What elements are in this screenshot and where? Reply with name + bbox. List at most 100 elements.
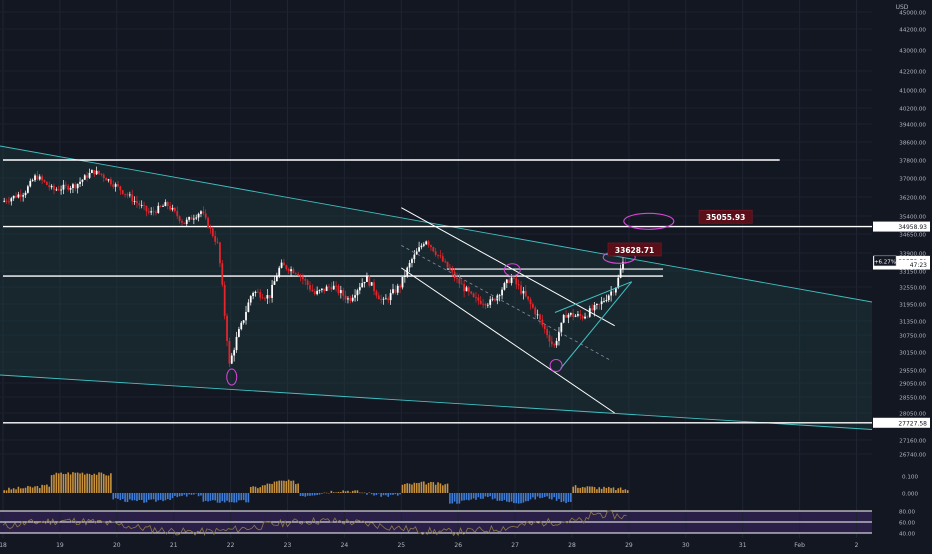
annotation-label: 35055.93 xyxy=(706,213,745,222)
macd-bar xyxy=(273,481,276,493)
candle-body xyxy=(531,304,534,308)
macd-bar xyxy=(560,493,563,503)
macd-bar xyxy=(190,493,193,495)
macd-bar xyxy=(354,490,356,493)
channel-fill xyxy=(0,146,872,430)
candle-body xyxy=(93,170,96,175)
candle-body xyxy=(577,314,579,316)
macd-bar xyxy=(81,472,84,493)
price-tick-label: 33150.00 xyxy=(899,270,926,276)
candle-body xyxy=(622,261,624,270)
candle-body xyxy=(88,172,91,178)
macd-bar xyxy=(150,493,152,500)
macd-bar xyxy=(5,490,8,493)
candle-body xyxy=(211,228,214,237)
candle-body xyxy=(584,316,586,319)
candle-body xyxy=(204,213,207,218)
macd-bar xyxy=(344,491,347,493)
rsi-indicator xyxy=(0,510,872,536)
candle-body xyxy=(192,218,195,220)
candle-body xyxy=(475,296,477,298)
macd-bar xyxy=(299,493,302,496)
macd-bar xyxy=(479,493,482,499)
candle-body xyxy=(477,297,480,301)
macd-bar xyxy=(603,486,605,493)
candle-body xyxy=(498,295,501,297)
candle-body xyxy=(361,283,364,288)
macd-bar xyxy=(555,493,558,501)
macd-bar xyxy=(230,493,233,503)
macd-bar xyxy=(340,492,342,493)
candle-body xyxy=(171,207,174,210)
candle-body xyxy=(190,217,193,220)
macd-bar xyxy=(254,486,257,493)
candle-body xyxy=(593,304,596,311)
price-label-box xyxy=(873,417,930,428)
time-axis[interactable]: 18 19 20 21 22 23 24 25 26 27 28 29 30 31 Feb 2 xyxy=(0,538,932,550)
macd-bar xyxy=(76,472,79,493)
macd-bar xyxy=(325,492,328,494)
macd-bar xyxy=(17,486,20,493)
candle-body xyxy=(501,289,503,296)
candle-body xyxy=(105,177,108,181)
time-axis-background xyxy=(0,538,932,550)
candle-body xyxy=(358,287,361,291)
candle-body xyxy=(164,202,167,207)
macd-bar xyxy=(304,493,307,497)
candle-body xyxy=(479,300,482,304)
macd-bar xyxy=(565,493,567,504)
macd-bar xyxy=(318,493,321,495)
candle-body xyxy=(221,263,224,285)
candle-body xyxy=(612,291,615,293)
macd-bar xyxy=(228,493,231,503)
macd-bar xyxy=(169,493,171,500)
candle-body xyxy=(560,322,563,332)
candle-body xyxy=(136,200,138,204)
macd-bar xyxy=(266,483,269,493)
candle-body xyxy=(249,296,252,303)
candle-body xyxy=(449,267,451,270)
macd-bar xyxy=(88,473,91,493)
candle-body xyxy=(323,288,326,291)
candle-body xyxy=(43,180,46,182)
macd-bar xyxy=(524,493,527,502)
candle-body xyxy=(598,303,601,305)
candle-body xyxy=(550,341,553,345)
macd-bar xyxy=(401,484,404,493)
candle-body xyxy=(79,181,81,184)
macd-bar xyxy=(174,493,176,496)
macd-bar xyxy=(209,493,212,501)
candle-body xyxy=(235,336,238,351)
time-tick-label: 30 xyxy=(682,542,690,549)
macd-bar xyxy=(95,474,98,493)
candle-body xyxy=(458,278,461,284)
annotation-box xyxy=(698,209,753,224)
candle-body xyxy=(48,185,51,188)
macd-bar xyxy=(617,488,620,493)
macd-bar xyxy=(202,493,205,502)
horizontal-lines[interactable] xyxy=(3,159,879,424)
price-tick-label: 26740.00 xyxy=(899,453,926,459)
macd-bar xyxy=(570,493,572,502)
candle-body xyxy=(486,304,489,306)
peak-circle xyxy=(503,263,521,277)
candle-body xyxy=(185,219,188,224)
candle-body xyxy=(581,316,584,319)
macd-bar xyxy=(57,473,60,493)
macd-bar xyxy=(171,493,174,499)
price-axis[interactable]: 45000.00 44200.00 43000.00 42200.00 41000.00… xyxy=(872,0,932,550)
candle-body xyxy=(328,286,330,288)
candle-body xyxy=(508,279,511,283)
candle-body xyxy=(140,205,143,206)
candle-body xyxy=(482,303,484,305)
macd-bar xyxy=(380,493,382,497)
candle-body xyxy=(543,325,546,330)
candle-body xyxy=(188,217,191,220)
macd-bar xyxy=(605,487,608,493)
macd-bar xyxy=(19,488,22,493)
candle-body xyxy=(366,276,368,282)
candle-body xyxy=(441,256,444,262)
candle-body xyxy=(266,295,269,299)
